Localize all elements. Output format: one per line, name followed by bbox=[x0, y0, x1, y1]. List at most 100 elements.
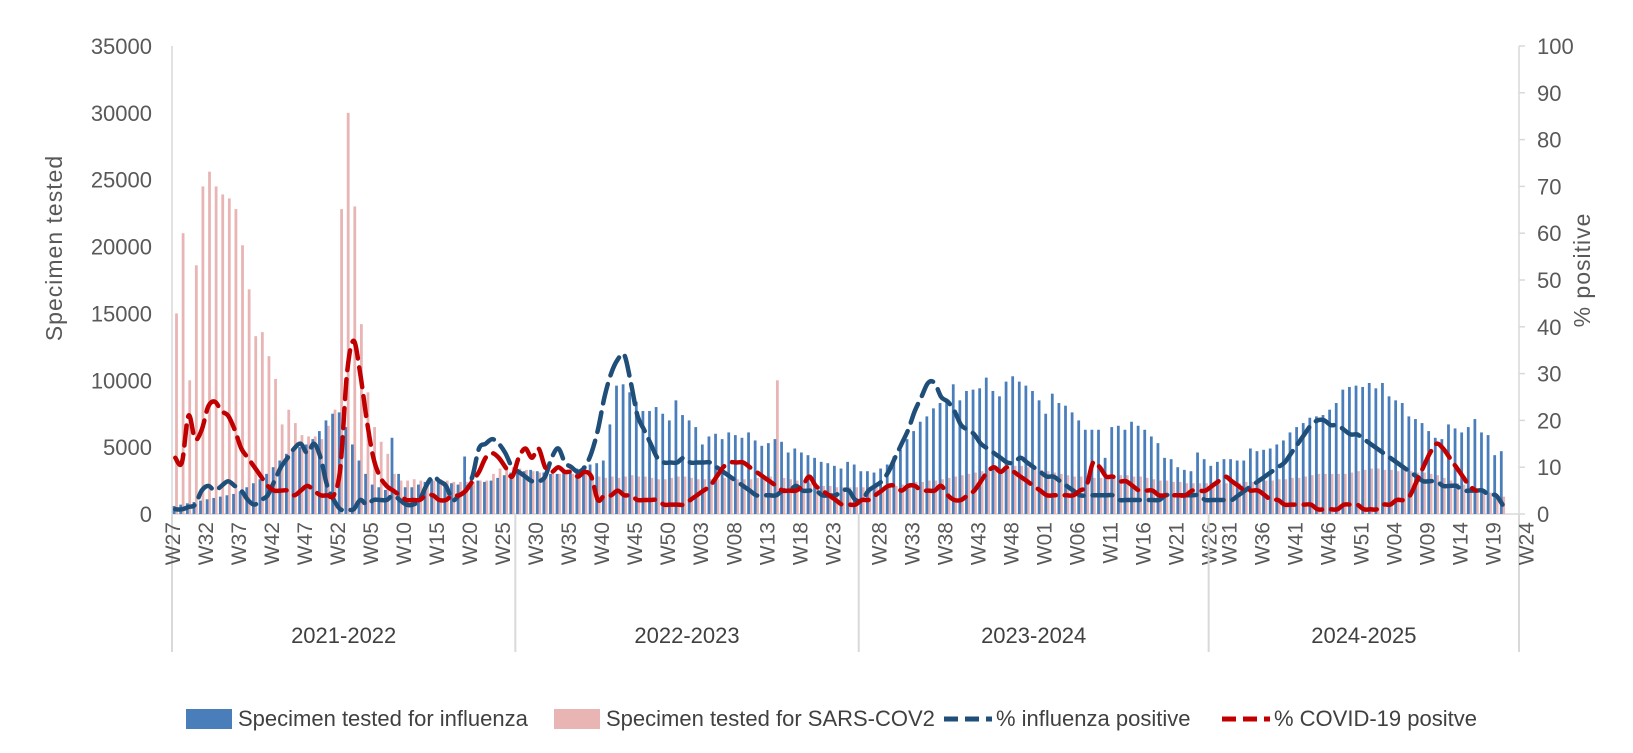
influenza-bar bbox=[1136, 425, 1140, 514]
influenza-bar bbox=[1480, 432, 1483, 514]
y-left-tick-label: 0 bbox=[140, 502, 152, 527]
sars-cov2-bar bbox=[412, 479, 416, 514]
influenza-bar bbox=[1123, 429, 1127, 514]
sars-cov2-bar bbox=[1304, 476, 1307, 514]
x-tick-label: W47 bbox=[294, 522, 317, 565]
sars-cov2-bar bbox=[1251, 481, 1255, 514]
influenza-bar bbox=[945, 400, 949, 514]
sars-cov2-bar bbox=[1475, 488, 1479, 514]
sars-cov2-bar bbox=[1370, 468, 1374, 514]
sars-cov2-bar bbox=[287, 409, 291, 514]
influenza-bar bbox=[1262, 449, 1265, 514]
sars-cov2-bar bbox=[1291, 477, 1294, 514]
x-tick-label: W50 bbox=[657, 522, 680, 565]
influenza-bar bbox=[615, 385, 618, 514]
sars-cov2-bar bbox=[214, 186, 218, 514]
x-tick-label: W42 bbox=[261, 522, 284, 565]
sars-cov2-bar bbox=[1271, 480, 1274, 514]
x-tick-label: W32 bbox=[195, 522, 218, 565]
x-tick-label: W45 bbox=[624, 522, 647, 565]
influenza-bar bbox=[799, 452, 803, 514]
y-right-tick-label: 50 bbox=[1537, 268, 1561, 293]
sars-cov2-bar bbox=[789, 479, 792, 514]
influenza-bar bbox=[1011, 376, 1015, 514]
sars-cov2-bar bbox=[254, 336, 258, 514]
x-tick-label: W08 bbox=[723, 522, 746, 565]
influenza-bar bbox=[1017, 381, 1021, 514]
x-tick-label: W41 bbox=[1285, 522, 1308, 565]
influenza-bar bbox=[1156, 443, 1160, 514]
sars-cov2-bar bbox=[1343, 473, 1347, 514]
sars-cov2-bar bbox=[492, 473, 495, 514]
sars-cov2-bar bbox=[808, 483, 812, 514]
influenza-bar bbox=[311, 439, 315, 514]
sars-cov2-bar bbox=[1403, 469, 1407, 514]
sars-cov2-bar bbox=[1423, 472, 1426, 514]
sars-cov2-bar bbox=[320, 439, 324, 514]
sars-cov2-bar bbox=[604, 477, 608, 514]
sars-cov2-bar bbox=[194, 265, 198, 514]
sars-cov2-bar bbox=[908, 483, 911, 514]
influenza-bar bbox=[852, 464, 856, 514]
influenza-bar bbox=[1169, 459, 1173, 514]
influenza-bar bbox=[918, 421, 922, 514]
influenza-bar bbox=[951, 384, 955, 514]
influenza-bar bbox=[733, 435, 737, 514]
influenza-bar bbox=[390, 437, 394, 514]
sars-cov2-bar bbox=[709, 479, 713, 514]
sars-cov2-bar bbox=[227, 198, 231, 515]
sars-cov2-bar bbox=[637, 476, 641, 514]
influenza-bar bbox=[1367, 382, 1371, 514]
influenza-bar bbox=[1473, 419, 1477, 514]
influenza-bar bbox=[331, 413, 334, 514]
sars-cov2-bar bbox=[1125, 475, 1129, 514]
sars-cov2-bar bbox=[901, 484, 905, 514]
x-tick-label: W30 bbox=[525, 522, 548, 565]
sars-cov2-bar bbox=[340, 209, 343, 515]
season-label: 2024-2025 bbox=[1311, 623, 1416, 648]
influenza-bar bbox=[707, 436, 711, 514]
influenza-bar bbox=[1433, 437, 1437, 514]
influenza-bar bbox=[654, 407, 658, 514]
influenza-bar bbox=[1044, 413, 1048, 514]
sars-cov2-bar bbox=[1429, 473, 1433, 514]
sars-cov2-bar bbox=[1086, 477, 1090, 514]
influenza-bar bbox=[681, 415, 684, 514]
sars-cov2-bar bbox=[670, 477, 674, 514]
sars-cov2-bar bbox=[1350, 472, 1354, 514]
x-tick-label: W52 bbox=[327, 522, 350, 565]
influenza-bar bbox=[1064, 405, 1067, 514]
influenza-bar bbox=[1499, 451, 1503, 514]
sars-cov2-bar bbox=[1191, 483, 1195, 514]
sars-cov2-bar bbox=[888, 485, 892, 514]
sars-cov2-bar bbox=[1489, 492, 1492, 514]
sars-cov2-bar bbox=[1172, 481, 1175, 514]
y-right-tick-label: 0 bbox=[1537, 502, 1549, 527]
influenza-bar bbox=[872, 472, 876, 514]
influenza-bar bbox=[1387, 396, 1391, 514]
sars-cov2-bar bbox=[1416, 472, 1420, 514]
sars-cov2-bar bbox=[1449, 480, 1453, 514]
sars-cov2-bar bbox=[188, 380, 192, 514]
influenza-bar bbox=[1447, 424, 1450, 514]
x-tick-label: W19 bbox=[1483, 522, 1506, 565]
influenza-bar bbox=[601, 460, 605, 514]
sars-cov2-bar bbox=[1119, 475, 1123, 514]
influenza-bar bbox=[489, 480, 493, 514]
sars-cov2-bar bbox=[663, 479, 667, 514]
sars-cov2-bar bbox=[716, 479, 720, 514]
sars-cov2-bar bbox=[518, 468, 522, 514]
influenza-bar bbox=[205, 499, 209, 514]
sars-cov2-bar bbox=[1337, 473, 1341, 514]
sars-cov2-bar bbox=[175, 313, 178, 514]
covid-positive-line bbox=[173, 338, 1479, 512]
sars-cov2-bar bbox=[260, 332, 264, 514]
influenza-bar bbox=[1209, 465, 1213, 514]
x-tick-label: W01 bbox=[1034, 522, 1057, 565]
influenza-bar bbox=[1268, 448, 1272, 514]
sars-cov2-bar bbox=[617, 477, 621, 514]
influenza-bar bbox=[932, 408, 935, 514]
influenza-bar bbox=[747, 432, 750, 514]
influenza-bar bbox=[357, 460, 361, 514]
